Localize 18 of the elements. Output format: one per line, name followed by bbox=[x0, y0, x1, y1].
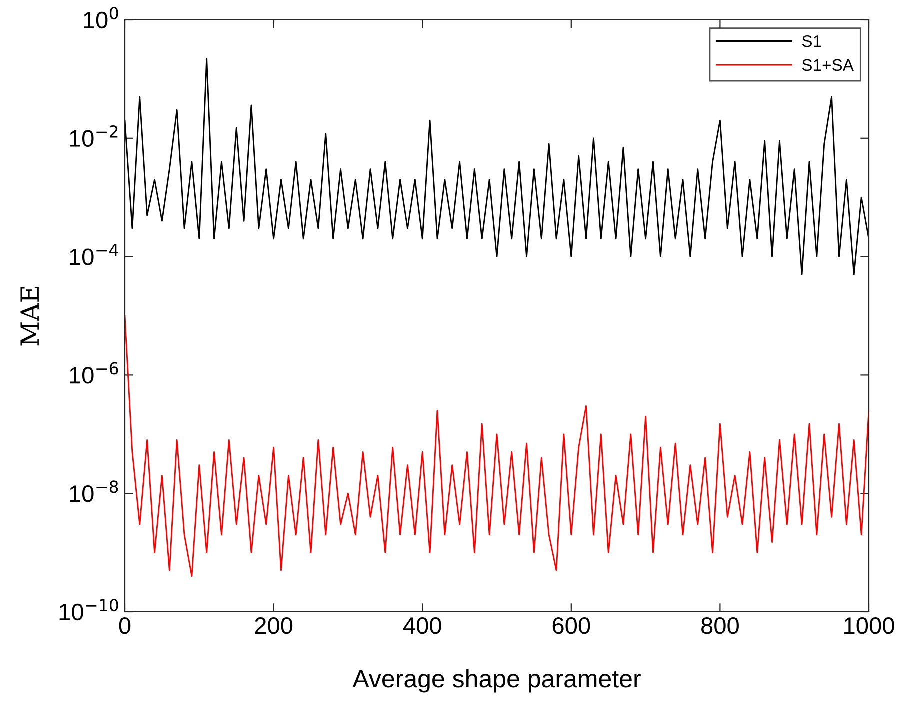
legend-label: S1+SA bbox=[802, 59, 854, 72]
legend-label: S1 bbox=[802, 35, 822, 48]
x-tick-label: 0 bbox=[119, 617, 131, 634]
x-tick-label: 600 bbox=[552, 617, 590, 634]
y-tick-label: 10$^{−6}$ bbox=[70, 362, 118, 384]
x-axis-title: Average shape parameter bbox=[352, 669, 641, 693]
x-tick-label: 200 bbox=[255, 617, 293, 634]
y-tick-label: 10$^{−8}$ bbox=[70, 480, 118, 502]
y-tick-label: 10$^{−2}$ bbox=[70, 125, 118, 148]
y-tick-label: 10$^{0}$ bbox=[84, 7, 118, 29]
x-tick-label: 400 bbox=[403, 617, 442, 634]
y-tick-label: 10$^{−10}$ bbox=[60, 599, 118, 621]
x-tick-label: 800 bbox=[702, 617, 739, 634]
y-axis-title: MAE bbox=[20, 287, 39, 346]
x-tick-label: 1000 bbox=[844, 617, 894, 634]
y-tick-label: 10$^{−4}$ bbox=[70, 244, 118, 266]
line-series bbox=[125, 315, 869, 578]
line-series bbox=[125, 58, 869, 276]
